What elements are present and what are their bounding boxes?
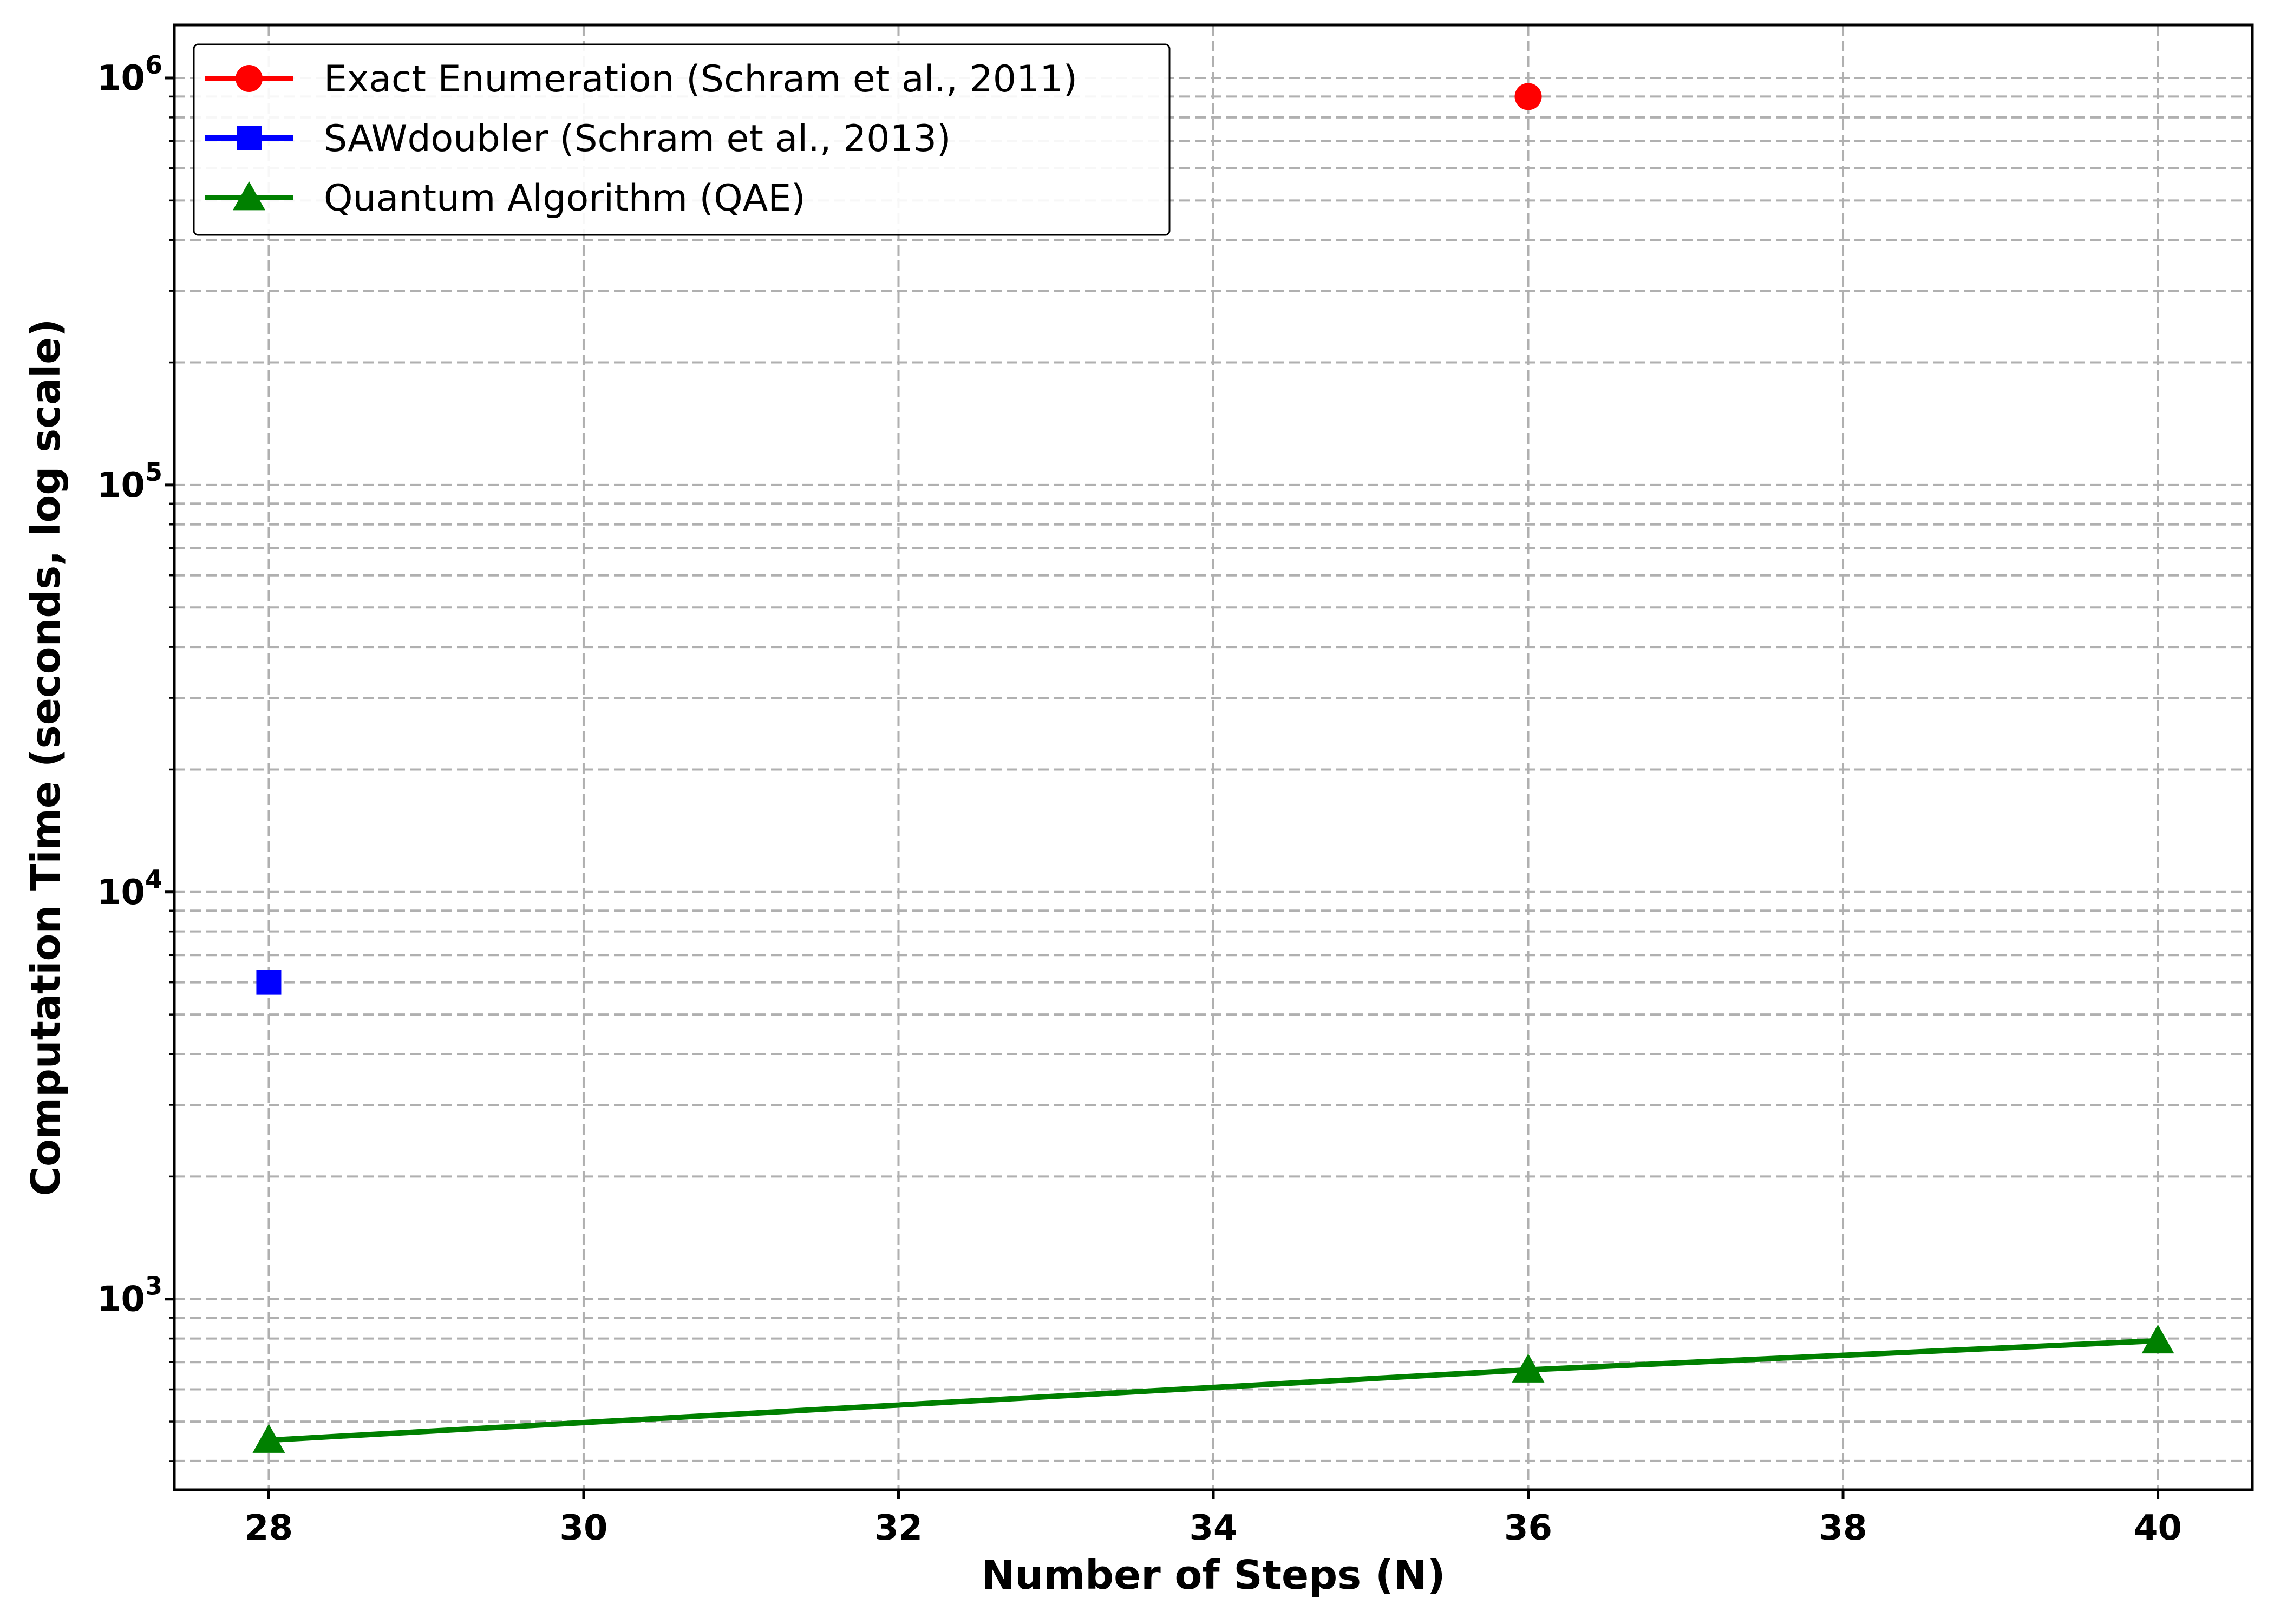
legend: Exact Enumeration (Schram et al., 2011) S… — [193, 43, 1171, 236]
y-tick-label: 105 — [97, 457, 162, 506]
x-tick-label: 30 — [559, 1508, 607, 1548]
data-point-circle — [1514, 83, 1542, 110]
series-circle — [1514, 83, 1542, 110]
grid-lines — [174, 25, 2252, 1490]
data-point-circle — [236, 65, 263, 92]
y-tick-base: 10 — [97, 466, 145, 506]
series-triangle — [252, 1324, 2174, 1453]
data-series — [252, 83, 2174, 1453]
x-tick-label: 28 — [245, 1508, 293, 1548]
data-point-triangle — [2141, 1324, 2174, 1354]
y-tick-label: 106 — [97, 50, 162, 99]
y-tick-label: 103 — [97, 1272, 162, 1320]
data-point-square — [256, 970, 282, 995]
data-point-triangle — [233, 181, 265, 211]
y-tick-exponent: 4 — [145, 865, 162, 894]
y-tick-exponent: 6 — [145, 50, 162, 80]
x-axis-title: Number of Steps (N) — [981, 1552, 1445, 1599]
legend-label: Exact Enumeration (Schram et al., 2011) — [324, 58, 1077, 101]
y-tick-base: 10 — [97, 1280, 145, 1320]
y-tick-exponent: 3 — [145, 1272, 162, 1301]
x-tick-label: 34 — [1189, 1508, 1237, 1548]
x-tick-label: 38 — [1819, 1508, 1867, 1548]
data-point-triangle — [1512, 1353, 1545, 1383]
y-tick-label: 104 — [97, 865, 162, 913]
legend-label: SAWdoubler (Schram et al., 2013) — [324, 117, 951, 160]
legend-box — [193, 43, 1171, 236]
y-tick-exponent: 5 — [145, 457, 162, 487]
x-axis-ticks: 28 30 32 34 36 38 40 — [245, 1490, 2182, 1548]
y-tick-base: 10 — [97, 58, 145, 99]
x-tick-label: 40 — [2134, 1508, 2182, 1548]
y-axis-title: Computation Time (seconds, log scale) — [23, 319, 69, 1196]
legend-label: Quantum Algorithm (QAE) — [324, 177, 806, 220]
data-point-square — [237, 126, 262, 150]
series-square — [256, 970, 282, 995]
x-tick-label: 36 — [1504, 1508, 1552, 1548]
x-tick-label: 32 — [874, 1508, 923, 1548]
data-point-triangle — [252, 1424, 285, 1453]
y-tick-base: 10 — [97, 873, 145, 913]
